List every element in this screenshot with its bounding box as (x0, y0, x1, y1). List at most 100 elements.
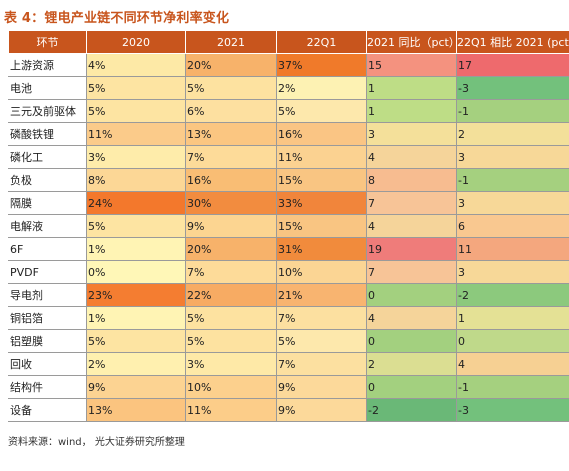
cell-22q1: 16% (276, 122, 367, 146)
table-row: 电池 5% 5% 2% 1 -3 (8, 76, 569, 100)
cell-2021: 5% (185, 329, 277, 353)
cell-2021-yoy: 0 (366, 329, 457, 353)
cell-2020: 24% (86, 191, 186, 215)
table-row: PVDF 0% 7% 10% 7 3 (8, 260, 569, 284)
cell-2021-yoy: 15 (366, 53, 457, 77)
cell-2021: 22% (185, 283, 277, 307)
row-label: 回收 (8, 352, 87, 376)
header-segment: 环节 (8, 30, 87, 54)
cell-2020: 0% (86, 260, 186, 284)
table-row: 导电剂 23% 22% 21% 0 -2 (8, 283, 569, 307)
cell-2020: 13% (86, 398, 186, 422)
cell-2020: 8% (86, 168, 186, 192)
cell-22q1: 2% (276, 76, 367, 100)
cell-2021-yoy: 1 (366, 99, 457, 123)
cell-2021-yoy: 0 (366, 283, 457, 307)
header-22q1: 22Q1 (276, 30, 367, 54)
table-row: 磷酸铁锂 11% 13% 16% 3 2 (8, 122, 569, 146)
cell-2021: 6% (185, 99, 277, 123)
table-row: 铝塑膜 5% 5% 5% 0 0 (8, 329, 569, 353)
net-margin-table: 环节 2020 2021 22Q1 2021 同比（pct） 22Q1 相比 2… (8, 30, 569, 422)
cell-2021-yoy: 2 (366, 352, 457, 376)
cell-22q1-vs-2021: 4 (456, 352, 569, 376)
table-row: 铜铝箔 1% 5% 7% 4 1 (8, 306, 569, 330)
cell-2020: 3% (86, 145, 186, 169)
table-row: 上游资源 4% 20% 37% 15 17 (8, 53, 569, 77)
cell-22q1-vs-2021: -2 (456, 283, 569, 307)
source-note: 资料来源：wind， 光大证券研究所整理 (8, 437, 185, 448)
cell-2021: 7% (185, 145, 277, 169)
header-2021: 2021 (185, 30, 277, 54)
row-label: 电池 (8, 76, 87, 100)
table-body: 上游资源 4% 20% 37% 15 17 电池 5% 5% 2% 1 -3 三元及前驱体 5% 6% 5% 1… (8, 53, 569, 422)
cell-2021-yoy: 7 (366, 191, 457, 215)
header-2020: 2020 (86, 30, 186, 54)
cell-2021-yoy: 1 (366, 76, 457, 100)
header-22q1-vs-2021: 22Q1 相比 2021 (pct) (456, 30, 569, 54)
cell-22q1: 5% (276, 329, 367, 353)
cell-2021: 11% (185, 398, 277, 422)
cell-22q1: 11% (276, 145, 367, 169)
header-2021-yoy: 2021 同比（pct） (366, 30, 457, 54)
cell-2021: 3% (185, 352, 277, 376)
table-row: 三元及前驱体 5% 6% 5% 1 -1 (8, 99, 569, 123)
row-label: 6F (8, 237, 87, 261)
row-label: 三元及前驱体 (8, 99, 87, 123)
row-label: 负极 (8, 168, 87, 192)
cell-22q1: 5% (276, 99, 367, 123)
cell-2020: 9% (86, 375, 186, 399)
cell-2021: 10% (185, 375, 277, 399)
row-label: 铝塑膜 (8, 329, 87, 353)
cell-2021-yoy: 0 (366, 375, 457, 399)
cell-2020: 4% (86, 53, 186, 77)
row-label: 磷化工 (8, 145, 87, 169)
cell-22q1-vs-2021: 0 (456, 329, 569, 353)
cell-2020: 1% (86, 237, 186, 261)
cell-2021: 13% (185, 122, 277, 146)
row-label: 结构件 (8, 375, 87, 399)
table-row: 负极 8% 16% 15% 8 -1 (8, 168, 569, 192)
row-label: 上游资源 (8, 53, 87, 77)
cell-2020: 1% (86, 306, 186, 330)
cell-22q1-vs-2021: 3 (456, 145, 569, 169)
header-row: 环节 2020 2021 22Q1 2021 同比（pct） 22Q1 相比 2… (8, 30, 569, 54)
cell-2020: 5% (86, 214, 186, 238)
cell-2021-yoy: 4 (366, 145, 457, 169)
cell-22q1-vs-2021: 2 (456, 122, 569, 146)
cell-22q1: 7% (276, 306, 367, 330)
row-label: 电解液 (8, 214, 87, 238)
cell-2020: 11% (86, 122, 186, 146)
cell-2021-yoy: -2 (366, 398, 457, 422)
table-row: 6F 1% 20% 31% 19 11 (8, 237, 569, 261)
cell-2020: 5% (86, 329, 186, 353)
cell-22q1: 21% (276, 283, 367, 307)
cell-22q1: 7% (276, 352, 367, 376)
row-label: PVDF (8, 260, 87, 284)
cell-2020: 5% (86, 76, 186, 100)
table-row: 结构件 9% 10% 9% 0 -1 (8, 375, 569, 399)
cell-2020: 23% (86, 283, 186, 307)
cell-22q1-vs-2021: 3 (456, 260, 569, 284)
cell-22q1: 31% (276, 237, 367, 261)
cell-2021: 20% (185, 53, 277, 77)
cell-22q1-vs-2021: 1 (456, 306, 569, 330)
table-row: 设备 13% 11% 9% -2 -3 (8, 398, 569, 422)
cell-22q1-vs-2021: -1 (456, 375, 569, 399)
cell-22q1-vs-2021: 3 (456, 191, 569, 215)
cell-2021-yoy: 19 (366, 237, 457, 261)
row-label: 设备 (8, 398, 87, 422)
cell-2021-yoy: 4 (366, 306, 457, 330)
cell-2021-yoy: 7 (366, 260, 457, 284)
row-label: 铜铝箔 (8, 306, 87, 330)
cell-22q1: 9% (276, 375, 367, 399)
cell-2020: 5% (86, 99, 186, 123)
cell-2020: 2% (86, 352, 186, 376)
cell-22q1: 9% (276, 398, 367, 422)
cell-22q1-vs-2021: -1 (456, 168, 569, 192)
table-row: 磷化工 3% 7% 11% 4 3 (8, 145, 569, 169)
cell-2021-yoy: 8 (366, 168, 457, 192)
cell-2021: 20% (185, 237, 277, 261)
cell-2021-yoy: 3 (366, 122, 457, 146)
table-row: 电解液 5% 9% 15% 4 6 (8, 214, 569, 238)
cell-2021: 5% (185, 76, 277, 100)
